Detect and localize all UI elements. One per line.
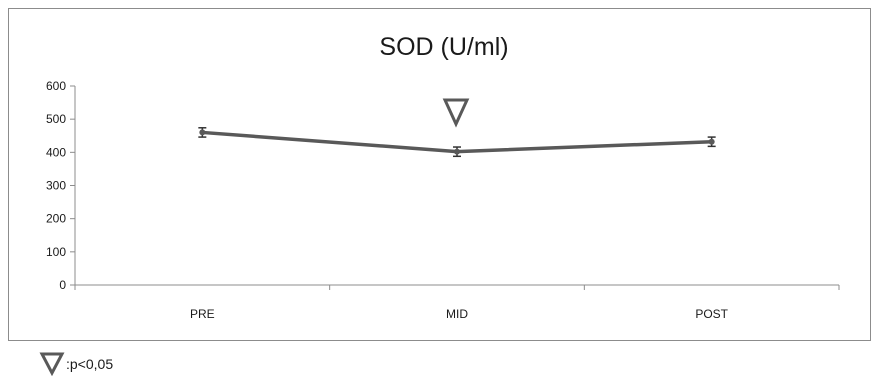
axes: 0 100 200 300 400 500 600 PRE MID POST bbox=[46, 79, 840, 321]
x-category-label: PRE bbox=[190, 307, 215, 321]
x-category-label: POST bbox=[695, 307, 728, 321]
y-tick-label: 300 bbox=[46, 179, 66, 193]
data-marks bbox=[198, 127, 716, 158]
data-point bbox=[454, 148, 460, 155]
legend: :p<0,05 bbox=[39, 352, 113, 376]
data-point bbox=[199, 129, 206, 136]
legend-triangle-icon bbox=[39, 352, 65, 376]
chart-title: SOD (U/ml) bbox=[379, 33, 508, 61]
y-tick-label: 600 bbox=[46, 79, 66, 93]
y-tick-label: 100 bbox=[46, 245, 66, 259]
y-tick-label: 500 bbox=[46, 112, 66, 126]
y-tick-label: 0 bbox=[59, 278, 66, 292]
y-tick-label: 200 bbox=[46, 212, 66, 226]
x-category-label: MID bbox=[446, 307, 468, 321]
y-tick-label: 400 bbox=[46, 145, 66, 159]
significance-triangle-icon bbox=[442, 98, 470, 128]
legend-label: :p<0,05 bbox=[66, 356, 113, 372]
data-point bbox=[708, 138, 715, 145]
significance-annotations bbox=[442, 98, 470, 128]
